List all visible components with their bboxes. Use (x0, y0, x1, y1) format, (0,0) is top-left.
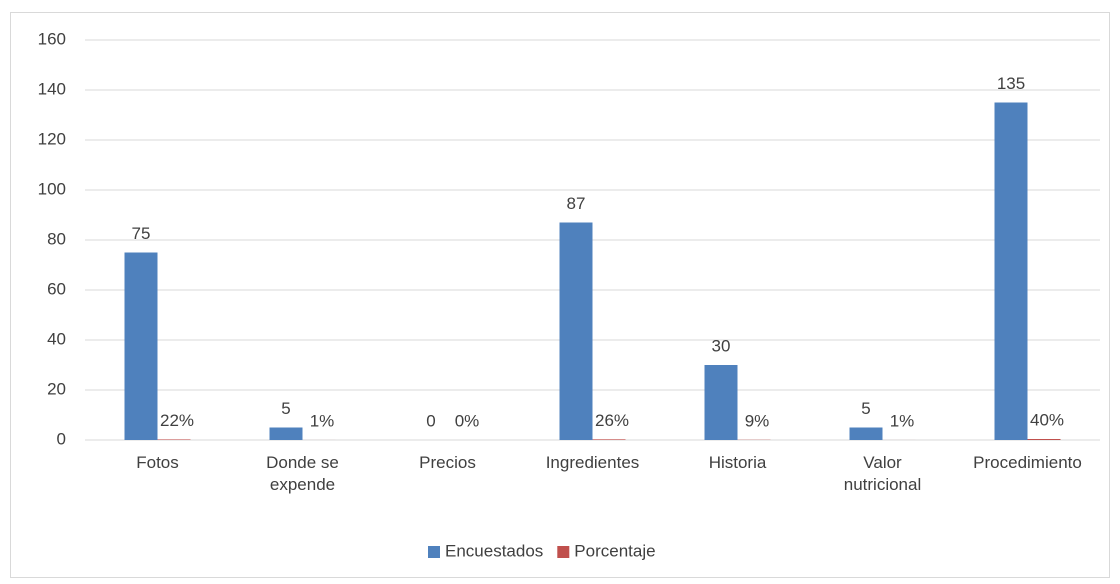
data-label: 22% (160, 411, 194, 430)
data-label: 5 (281, 399, 290, 418)
data-label: 40% (1030, 410, 1064, 429)
y-tick-label: 120 (38, 129, 66, 148)
y-tick-label: 40 (47, 329, 66, 348)
y-tick-label: 60 (47, 279, 66, 298)
bar (994, 102, 1028, 440)
x-tick-label: Ingredientes (545, 453, 640, 472)
bar (1027, 439, 1061, 440)
x-tick-label: Precios (419, 453, 476, 472)
data-label: 75 (132, 224, 151, 243)
bar (269, 427, 303, 440)
x-tick-label: Valor nutricional (843, 453, 922, 494)
data-label: 1% (890, 411, 915, 430)
legend-label: Encuestados (445, 541, 543, 560)
data-label: 26% (595, 411, 629, 430)
chart-border (10, 12, 1110, 578)
legend-swatch (557, 546, 570, 558)
legend-label: Porcentaje (574, 541, 655, 560)
x-tick-label: Donde se expende (266, 453, 339, 494)
y-tick-label: 140 (38, 79, 66, 98)
bar (592, 439, 626, 440)
data-label: 135 (997, 74, 1025, 93)
bar (704, 365, 738, 440)
y-tick-label: 20 (47, 379, 66, 398)
data-label: 9% (745, 411, 770, 430)
data-label: 0 (426, 411, 435, 430)
bar (124, 252, 158, 440)
data-label: 87 (567, 194, 586, 213)
bar (849, 427, 883, 440)
x-tick-label: Procedimiento (973, 453, 1082, 472)
bar (559, 222, 593, 440)
y-tick-label: 0 (57, 429, 66, 448)
y-tick-label: 80 (47, 229, 66, 248)
bar (157, 439, 191, 440)
y-tick-label: 100 (38, 179, 66, 198)
legend-swatch (428, 546, 440, 558)
y-tick-label: 160 (38, 29, 66, 48)
data-label: 30 (712, 336, 731, 355)
x-tick-label: Fotos (136, 453, 179, 472)
data-label: 0% (455, 411, 480, 430)
x-tick-label: Historia (708, 453, 767, 472)
data-label: 1% (310, 411, 335, 430)
data-label: 5 (861, 399, 870, 418)
